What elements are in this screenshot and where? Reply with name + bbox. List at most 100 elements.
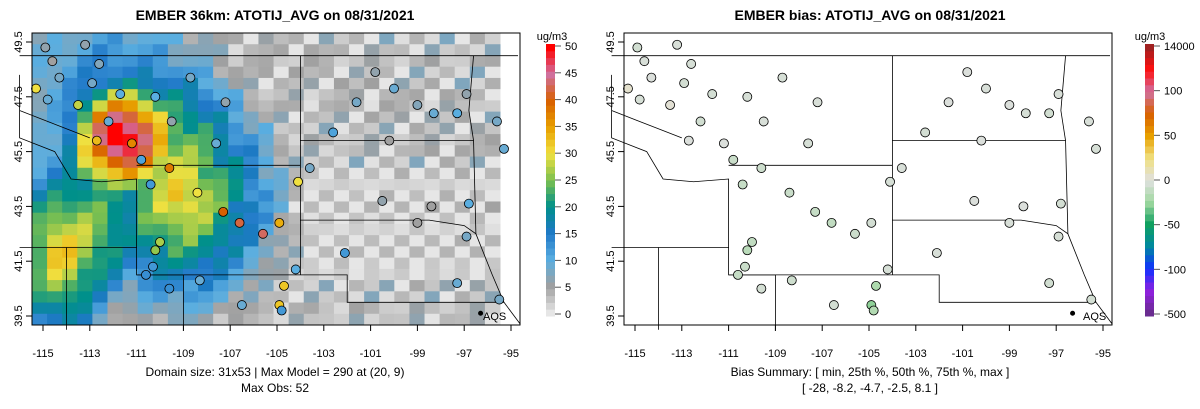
grid-cell <box>47 212 63 225</box>
grid-cell <box>182 77 199 90</box>
grid-cell <box>318 257 335 270</box>
boundary-line <box>468 55 477 234</box>
grid-cell <box>349 201 365 214</box>
y-tick-label: 47.5 <box>605 86 617 107</box>
legend-tick-label: -100 <box>1164 264 1186 276</box>
legend-swatch <box>546 207 555 215</box>
station-marker <box>463 198 474 209</box>
grid-cell <box>273 89 290 101</box>
grid-cell <box>258 212 275 225</box>
grid-cell <box>469 291 486 304</box>
grid-cell <box>409 77 426 90</box>
grid-cell <box>439 246 456 259</box>
grid-cell <box>409 145 426 158</box>
station-marker <box>236 300 247 310</box>
grid-cell <box>47 89 63 101</box>
legend-swatch <box>546 139 555 147</box>
grid-cell <box>379 111 395 124</box>
grid-cell <box>213 235 229 247</box>
grid-cell <box>303 201 320 214</box>
grid-cell <box>32 55 48 68</box>
grid-cell <box>182 167 199 180</box>
grid-cell <box>228 313 244 326</box>
station-marker <box>155 237 165 247</box>
grid-cell <box>349 77 365 90</box>
grid-cell <box>454 201 471 214</box>
station-marker <box>1044 108 1055 119</box>
legend-swatch <box>1145 234 1154 242</box>
grid-cell <box>213 33 229 45</box>
legend-swatch <box>546 254 555 263</box>
grid-cell <box>364 44 380 56</box>
legend-swatch <box>1145 139 1154 147</box>
grid-cell <box>92 201 108 214</box>
grid-cell <box>424 280 441 292</box>
grid-cell <box>454 55 471 68</box>
grid-cell <box>62 89 78 101</box>
grid-cell <box>198 257 214 270</box>
grid-cell <box>439 268 456 281</box>
grid-cell <box>198 167 214 180</box>
grid-cell <box>258 145 275 158</box>
grid-cell <box>32 235 48 247</box>
grid-cell <box>182 280 199 292</box>
grid-cell <box>379 201 395 214</box>
grid-cell <box>182 100 199 113</box>
grid-cell <box>364 291 380 304</box>
station-marker <box>412 217 423 228</box>
grid-cell <box>273 55 290 68</box>
grid-cell <box>318 77 335 90</box>
grid-cell <box>47 77 63 90</box>
grid-cell <box>409 156 426 169</box>
grid-cell <box>273 235 290 247</box>
station-marker <box>234 217 245 228</box>
grid-cell <box>333 313 350 326</box>
grid-cell <box>469 257 486 270</box>
legend-tick-label: 35 <box>565 121 577 133</box>
station-marker <box>351 97 362 108</box>
legend-swatch <box>546 248 555 256</box>
grid-cell <box>439 257 456 270</box>
station-marker <box>461 231 472 242</box>
grid-cell <box>213 302 229 315</box>
legend-swatch <box>1145 254 1154 263</box>
grid-cell <box>258 89 275 101</box>
station-marker <box>185 72 196 83</box>
station-marker <box>810 206 821 217</box>
panel-title: EMBER 36km: ATOTIJ_AVG on 08/31/2021 <box>136 7 415 23</box>
grid-cell <box>333 156 350 169</box>
y-tick-label: 49.5 <box>13 31 25 52</box>
grid-cell <box>333 201 350 214</box>
grid-cell <box>424 179 441 191</box>
grid-cell <box>258 167 275 180</box>
grid-cell <box>47 291 63 304</box>
grid-cell <box>137 257 154 270</box>
grid-cell <box>228 100 244 113</box>
grid-cell <box>394 89 410 101</box>
grid-cell <box>273 201 290 214</box>
grid-cell <box>484 145 501 158</box>
station-marker <box>737 179 748 190</box>
grid-cell <box>469 268 486 281</box>
grid-cell <box>122 100 139 113</box>
grid-cell <box>409 190 426 202</box>
grid-cell <box>349 111 365 124</box>
grid-cell <box>318 55 335 68</box>
grid-cell <box>349 145 365 158</box>
grid-cell <box>32 89 48 101</box>
grid-cell <box>77 223 93 236</box>
station-marker <box>756 163 767 173</box>
legend-swatch <box>1145 186 1154 195</box>
legend-tick-label: 50 <box>1164 130 1176 142</box>
grid-cell <box>318 33 335 45</box>
legend-swatch <box>1145 214 1154 222</box>
legend-swatch <box>1145 295 1154 303</box>
grid-cell <box>484 179 501 191</box>
grid-cell <box>258 122 275 135</box>
grid-cell <box>122 257 139 270</box>
grid-cell <box>228 291 244 304</box>
grid-cell <box>92 302 108 315</box>
grid-cell <box>152 223 169 236</box>
grid-cell <box>394 212 410 225</box>
grid-cell <box>394 100 410 113</box>
